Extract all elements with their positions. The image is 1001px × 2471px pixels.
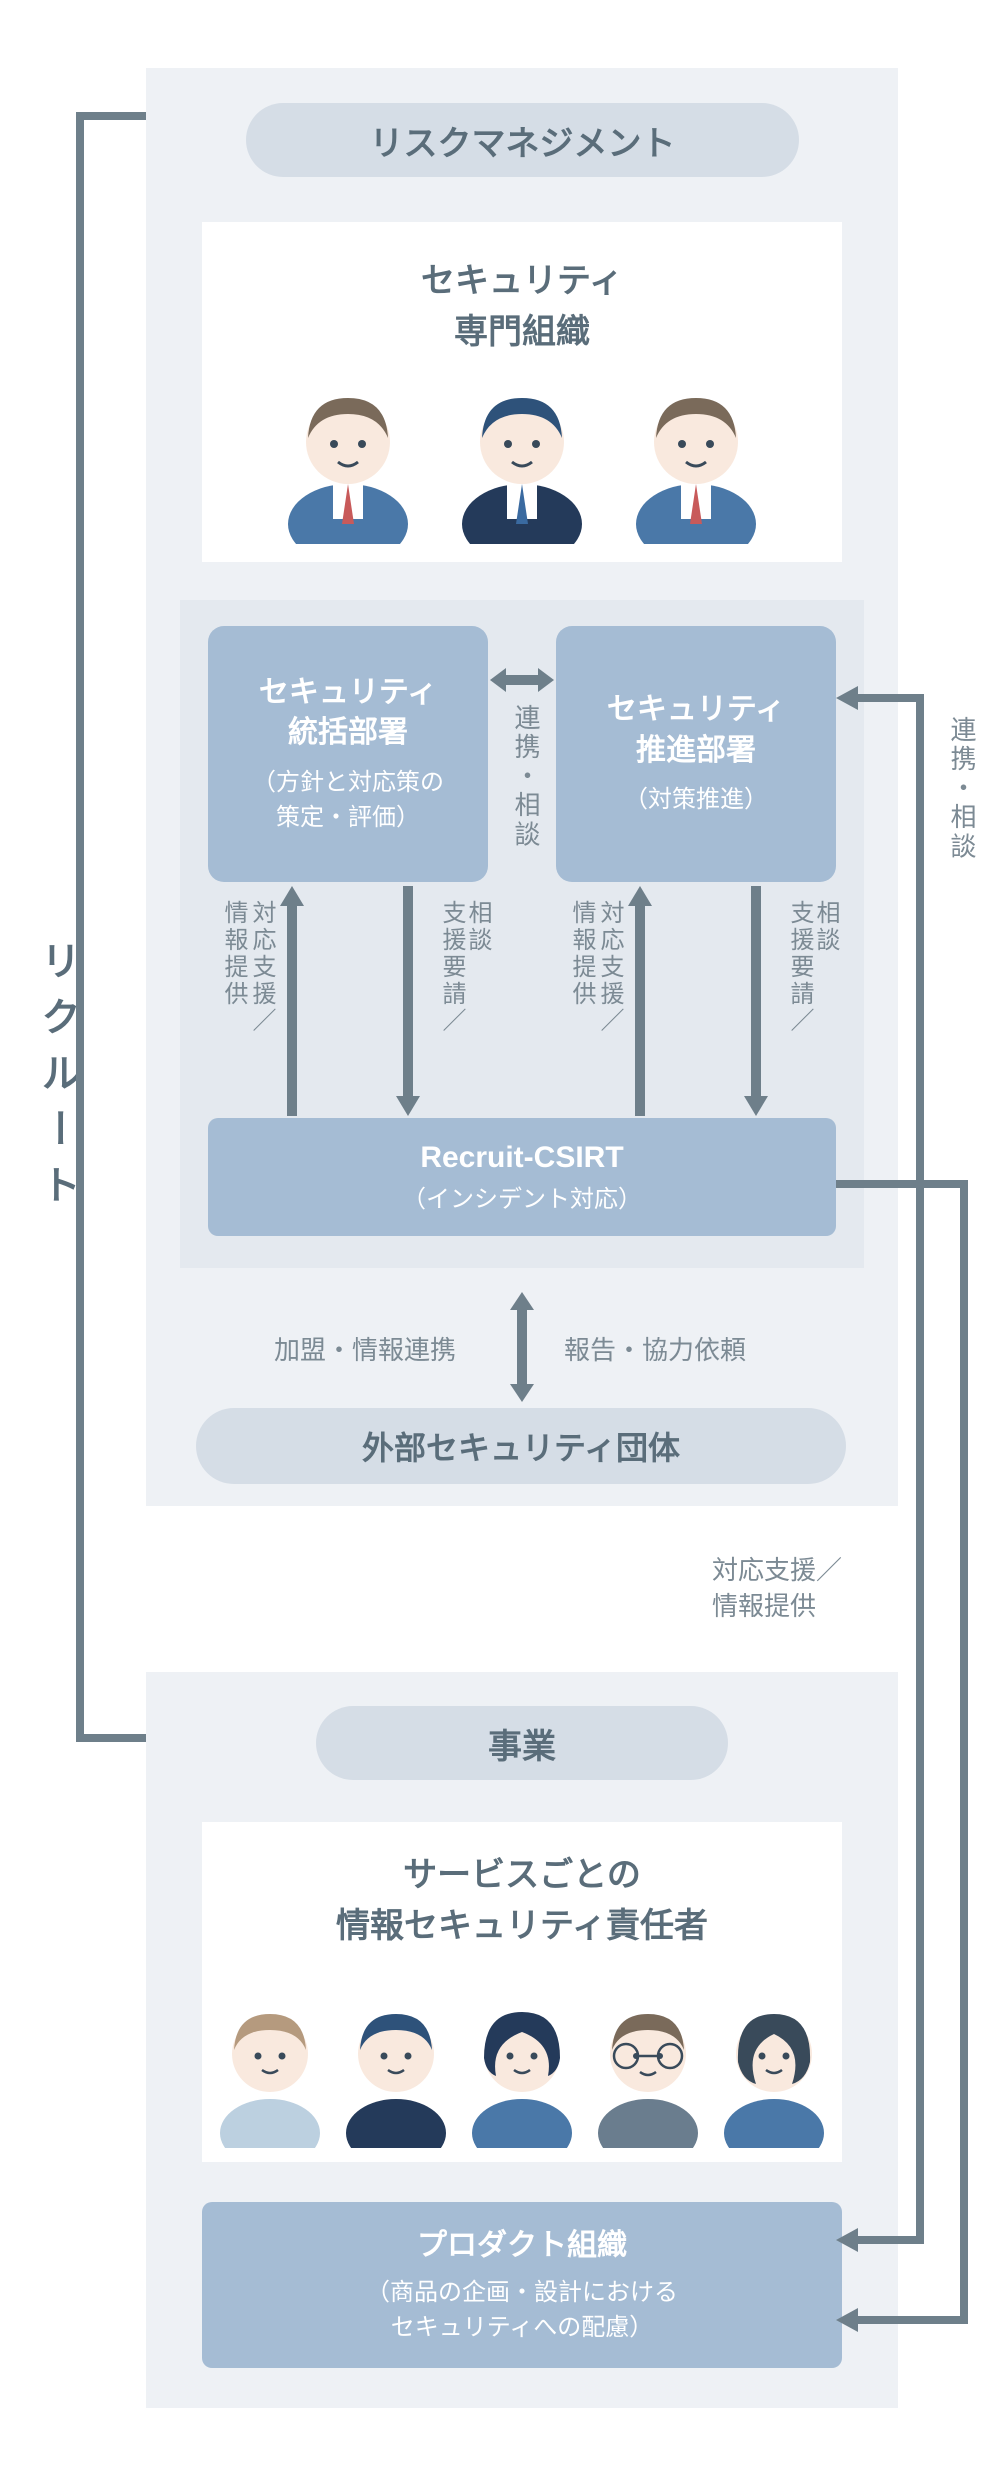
mgmt-sub1: （方針と対応策の	[252, 769, 444, 796]
csirt-title: Recruit-CSIRT	[420, 1136, 623, 1180]
left-bracket-connector	[74, 110, 154, 1750]
csirt-sub: （インシデント対応）	[402, 1183, 642, 1218]
promo-up-label-b: 情報提供	[564, 900, 599, 1008]
mgmt-promo-arrow	[490, 662, 554, 698]
person-icon	[278, 374, 418, 544]
csirt-ext-right-label: 報告・協力依頼	[564, 1332, 746, 1368]
promo-down-arrow	[738, 886, 774, 1116]
risk-management-pill: リスクマネジメント	[246, 103, 799, 177]
business-panel: 事業 サービスごとの 情報セキュリティ責任者	[146, 1672, 898, 2408]
promo-sub1: （対策推進）	[624, 786, 768, 813]
service-managers-card: サービスごとの 情報セキュリティ責任者	[202, 1822, 842, 2162]
support-l2: 情報提供	[712, 1591, 816, 1621]
person-icon	[626, 374, 766, 544]
right-connector-label: 連携・相談	[944, 716, 981, 862]
mgmt-title2: 統括部署	[288, 716, 408, 749]
promo-product-connector	[836, 692, 946, 2252]
mgr-line2: 情報セキュリティ責任者	[336, 1907, 708, 1945]
person-icon	[714, 1988, 834, 2148]
mgmt-up-label-b: 情報提供	[216, 900, 251, 1008]
risk-pill-text: リスクマネジメント	[370, 116, 676, 165]
mgmt-down-label-b: 相談	[460, 900, 495, 954]
csirt-box: Recruit-CSIRT （インシデント対応）	[208, 1118, 836, 1236]
mgmt-sub2: 策定・評価）	[276, 804, 420, 831]
mgmt-title1: セキュリティ	[259, 676, 437, 709]
mgr-line1: サービスごとの	[403, 1856, 641, 1894]
security-org-line1: セキュリティ	[421, 262, 623, 300]
external-pill-text: 外部セキュリティ団体	[362, 1423, 680, 1469]
mgmt-down-arrow	[390, 886, 426, 1116]
service-managers-people	[202, 1988, 842, 2148]
person-icon	[452, 374, 592, 544]
mgmt-up-arrow	[274, 886, 310, 1116]
external-security-pill: 外部セキュリティ団体	[196, 1408, 846, 1484]
promo-title2: 推進部署	[636, 734, 756, 767]
security-org-card: セキュリティ 専門組織	[202, 222, 842, 562]
person-icon	[210, 1988, 330, 2148]
risk-management-panel: リスクマネジメント セキュリティ 専門組織	[146, 68, 898, 1506]
mgmt-promo-label: 連携・相談	[508, 704, 545, 850]
security-promotion-box: セキュリティ 推進部署 （対策推進）	[556, 626, 836, 882]
security-management-box: セキュリティ 統括部署 （方針と対応策の 策定・評価）	[208, 626, 488, 882]
person-icon	[462, 1988, 582, 2148]
product-sub1: （商品の企画・設計における	[366, 2279, 678, 2306]
csirt-external-arrow	[504, 1292, 540, 1402]
csirt-ext-left-label: 加盟・情報連携	[274, 1332, 456, 1368]
product-title: プロダクト組織	[417, 2224, 627, 2268]
business-pill-text: 事業	[488, 1719, 556, 1768]
person-icon	[336, 1988, 456, 2148]
support-label: 対応支援／ 情報提供	[712, 1552, 842, 1625]
promo-title1: セキュリティ	[607, 693, 785, 726]
business-pill: 事業	[316, 1706, 728, 1780]
security-org-line2: 専門組織	[454, 313, 590, 351]
product-sub2: セキュリティへの配慮）	[391, 2314, 654, 2341]
support-l1: 対応支援／	[712, 1555, 842, 1585]
security-org-people	[202, 374, 842, 544]
promo-up-arrow	[622, 886, 658, 1116]
person-icon	[588, 1988, 708, 2148]
product-org-box: プロダクト組織 （商品の企画・設計における セキュリティへの配慮）	[202, 2202, 842, 2368]
